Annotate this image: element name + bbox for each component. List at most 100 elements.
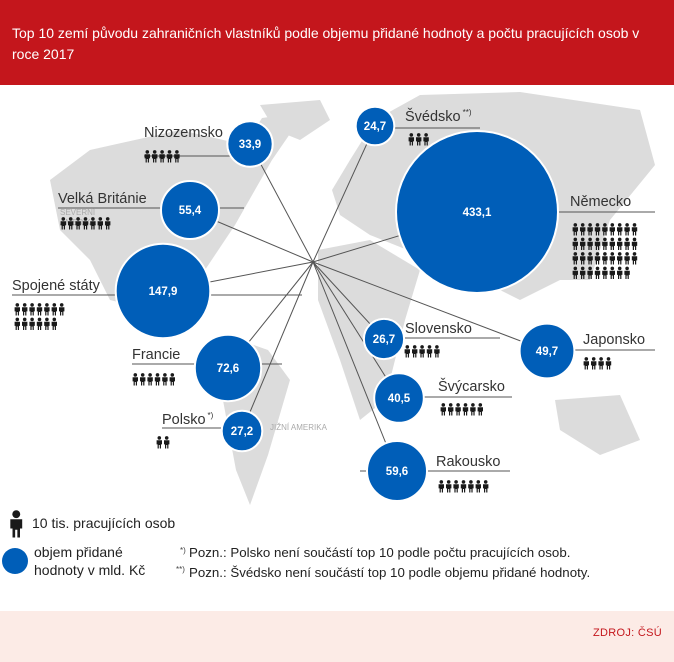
legend-bubble-icon <box>2 548 28 574</box>
source-label: ZDROJ: ČSÚ <box>593 627 662 639</box>
worker-icon <box>598 357 604 370</box>
worker-icon <box>29 317 35 330</box>
legend-person-icon <box>10 510 23 538</box>
worker-icon <box>36 303 43 316</box>
footer: ZDROJ: ČSÚ <box>0 611 674 662</box>
note-2-marker: **) <box>176 565 185 574</box>
north-america-label: SEVERNÍ <box>60 208 96 217</box>
value-label-spojene-staty: 147,9 <box>149 286 178 298</box>
value-label-rakousko: 59,6 <box>386 466 408 478</box>
notes: *) Pozn.: Polsko není součástí top 10 po… <box>176 545 590 580</box>
note-marker-svedsko: **) <box>463 108 472 117</box>
worker-icon <box>631 237 638 250</box>
worker-icon <box>169 373 175 386</box>
bubble-rakousko <box>366 440 428 502</box>
worker-icon <box>631 223 638 236</box>
bubble-nizozemsko <box>226 120 274 168</box>
workers-group-svycarsko <box>440 403 483 416</box>
country-label-velka-britanie: Velká Británie <box>58 191 147 207</box>
worker-icon <box>404 345 410 358</box>
country-labels: Nizozemsko Velká Británie Spojené státy Fra… <box>12 108 645 470</box>
bubble-map-chart: SEVERNÍ AMERIKA JIŽNÍ AMERIKA AFRIKA ASI… <box>2 92 655 580</box>
value-label-nemecko: 433,1 <box>463 207 492 219</box>
worker-icon <box>624 252 630 265</box>
worker-icon <box>624 266 630 279</box>
chart-header: Top 10 zemí původu zahraničních vlastník… <box>0 0 674 85</box>
chart-title: Top 10 zemí původu zahraničních vlastník… <box>12 25 640 62</box>
workers-group-polsko <box>156 436 170 449</box>
note-1-marker: *) <box>180 546 186 555</box>
country-label-japonsko: Japonsko <box>583 332 645 348</box>
connector-rakousko <box>312 261 398 472</box>
connector-svycarsko <box>312 261 400 399</box>
worker-icon <box>460 480 467 493</box>
worker-icon <box>22 303 28 316</box>
worker-icon <box>440 403 446 416</box>
legend-person-label: 10 tis. pracujících osob <box>32 515 175 531</box>
worker-icon <box>22 317 28 330</box>
worker-icon <box>132 373 138 386</box>
worker-icon <box>154 373 161 386</box>
value-label-francie: 72,6 <box>217 363 239 375</box>
worker-icon <box>36 317 43 330</box>
country-label-polsko: Polsko *) <box>162 411 214 428</box>
worker-icon <box>14 303 20 316</box>
value-label-nizozemsko: 33,9 <box>239 139 261 151</box>
worker-icon <box>59 303 65 316</box>
value-label-velka-britanie: 55,4 <box>179 205 202 217</box>
worker-icon <box>156 436 162 449</box>
worker-icon <box>609 237 615 250</box>
worker-icon <box>453 480 459 493</box>
worker-icon <box>419 345 425 358</box>
workers-group-francie <box>132 373 175 386</box>
worker-icon <box>483 480 489 493</box>
worker-icon <box>609 223 615 236</box>
worker-icon <box>470 403 476 416</box>
value-label-polsko: 27,2 <box>231 426 253 438</box>
worker-icon <box>14 317 20 330</box>
worker-icon <box>624 237 630 250</box>
worker-icon <box>448 403 454 416</box>
note-1-text: Pozn.: Polsko není součástí top 10 podle… <box>189 545 570 560</box>
bubble-svycarsko <box>373 372 425 424</box>
country-label-svycarsko: Švýcarsko <box>438 378 505 395</box>
worker-icon <box>594 266 601 279</box>
worker-icon <box>602 252 608 265</box>
country-label-spojene-staty: Spojené státy <box>12 278 101 294</box>
worker-icon <box>583 357 589 370</box>
bubble-slovensko <box>362 317 406 361</box>
note-marker-polsko: *) <box>208 411 214 420</box>
worker-icon <box>617 252 623 265</box>
worker-icon <box>446 480 452 493</box>
legend-bubble-label-1: objem přidané <box>34 544 123 560</box>
workers-group-rakousko <box>438 480 489 493</box>
value-label-japonsko: 49,7 <box>536 346 558 358</box>
workers-group-spojene-staty <box>14 303 65 330</box>
value-label-slovensko: 26,7 <box>373 334 395 346</box>
connector-japonsko <box>312 261 548 352</box>
country-label-rakousko: Rakousko <box>436 454 500 470</box>
bubble-spojene-staty <box>114 242 212 340</box>
bubble-polsko <box>220 409 264 453</box>
worker-icon <box>434 345 440 358</box>
legend: 10 tis. pracujících osob objem přidané h… <box>2 510 175 578</box>
bubbles: 33,9 55,4 147,9 72,6 27,2 24,7 433,1 26,7 49,7 40… <box>114 105 576 502</box>
worker-icon <box>617 266 623 279</box>
connector-polsko <box>241 261 314 432</box>
legend-bubble-label-2: hodnoty v mld. Kč <box>34 562 145 578</box>
country-label-nemecko: Německo <box>570 194 631 210</box>
workers-group-japonsko <box>583 357 612 370</box>
worker-icon <box>475 480 481 493</box>
worker-icon <box>631 252 638 265</box>
worker-icon <box>438 480 444 493</box>
worker-icon <box>477 403 483 416</box>
bubble-svedsko <box>354 105 396 147</box>
workers-group-slovensko <box>404 345 440 358</box>
country-label-nizozemsko: Nizozemsko <box>144 125 223 141</box>
value-label-svycarsko: 40,5 <box>388 393 411 405</box>
worker-icon <box>468 480 474 493</box>
bubble-francie <box>193 333 263 403</box>
worker-icon <box>140 373 146 386</box>
connector-svedsko <box>312 125 376 263</box>
note-2-text: Pozn.: Švédsko není součástí top 10 podl… <box>189 565 590 580</box>
